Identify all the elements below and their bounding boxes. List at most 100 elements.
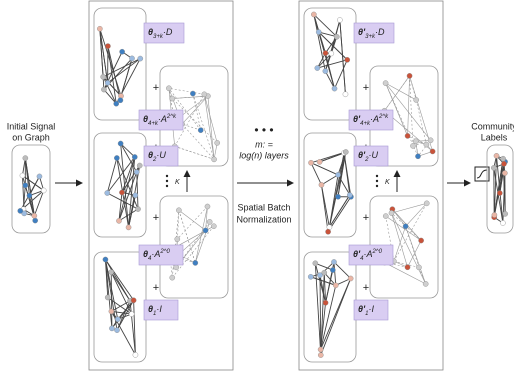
graph-node bbox=[135, 206, 140, 211]
graph-node bbox=[308, 274, 313, 279]
normalization-label: Spatial Batch bbox=[237, 202, 290, 212]
graph-node bbox=[32, 213, 37, 218]
graph-node bbox=[120, 49, 125, 54]
plus-sign: + bbox=[153, 212, 159, 224]
graph-node bbox=[334, 34, 339, 39]
graph-node bbox=[211, 157, 216, 162]
graph-node bbox=[323, 50, 328, 55]
graph-node bbox=[348, 276, 353, 281]
graph-node bbox=[18, 208, 23, 213]
graph-node bbox=[193, 260, 198, 265]
graph-edge bbox=[25, 158, 29, 195]
graph-edge bbox=[384, 76, 409, 111]
graph-node bbox=[389, 210, 394, 215]
graph-edge bbox=[182, 96, 208, 124]
superscript: 2^0 bbox=[372, 249, 383, 255]
graph-node bbox=[414, 97, 419, 102]
graph-node bbox=[405, 265, 410, 270]
layers-label: m: = bbox=[255, 139, 273, 149]
kappa: K bbox=[175, 179, 180, 186]
graph-node bbox=[330, 267, 335, 272]
graph-node bbox=[337, 17, 342, 22]
graph-edge bbox=[416, 100, 426, 145]
graph-node bbox=[319, 182, 324, 187]
graph-node bbox=[331, 259, 336, 264]
operator: ·A bbox=[151, 249, 160, 259]
graph-node bbox=[407, 73, 412, 78]
dot bbox=[166, 185, 168, 187]
graph-node bbox=[133, 193, 138, 198]
graph-edge bbox=[100, 29, 104, 90]
graph-node bbox=[311, 12, 316, 17]
graph-node bbox=[23, 156, 28, 161]
ellipsis: • • • bbox=[254, 123, 273, 137]
graph-node bbox=[405, 133, 410, 138]
graph-node bbox=[326, 229, 331, 234]
graph-node bbox=[413, 139, 418, 144]
graph-node bbox=[318, 352, 323, 357]
graph-node bbox=[116, 218, 121, 223]
graph-node bbox=[170, 275, 175, 280]
graph-node bbox=[315, 65, 320, 70]
graph-node bbox=[166, 86, 171, 91]
graph-node bbox=[424, 142, 429, 147]
graph-node bbox=[176, 208, 181, 213]
graph-node bbox=[500, 156, 505, 161]
graph-node bbox=[419, 238, 424, 243]
graph-node bbox=[129, 56, 134, 61]
operator: ·D bbox=[163, 27, 173, 37]
superscript: 2^0 bbox=[159, 249, 170, 255]
graph-edge bbox=[311, 152, 346, 163]
graph-node bbox=[500, 220, 505, 225]
superscript: 2^k bbox=[378, 114, 389, 120]
graph-node bbox=[202, 92, 207, 97]
graph-edge bbox=[175, 146, 214, 159]
graph-node bbox=[332, 86, 337, 91]
plus-sign: + bbox=[363, 282, 369, 294]
graph-edge bbox=[315, 263, 332, 270]
caption: Labels bbox=[481, 132, 508, 142]
graph-node bbox=[190, 91, 195, 96]
graph-edge bbox=[169, 88, 204, 94]
graph-node bbox=[41, 188, 46, 193]
graph-edge bbox=[204, 94, 214, 159]
graph-node bbox=[343, 149, 348, 154]
layers-label: log(n) layers bbox=[239, 150, 289, 160]
caption: Community bbox=[471, 121, 514, 131]
graph-node bbox=[137, 163, 142, 168]
graph-node bbox=[129, 311, 134, 316]
graph-node bbox=[501, 161, 506, 166]
graph-node bbox=[118, 141, 123, 146]
graph-node bbox=[101, 87, 106, 92]
dot bbox=[166, 180, 168, 182]
graph-node bbox=[23, 183, 28, 188]
graph-node bbox=[126, 225, 131, 230]
graph-node bbox=[103, 257, 108, 262]
graph-node bbox=[101, 74, 106, 79]
graph-node bbox=[383, 81, 388, 86]
caption: on Graph bbox=[12, 132, 50, 142]
graph-node bbox=[170, 96, 175, 101]
graph-node bbox=[333, 283, 338, 288]
graph-node bbox=[503, 211, 508, 216]
graph-edge bbox=[392, 203, 427, 213]
graph-node bbox=[133, 352, 138, 357]
graph-node bbox=[105, 80, 110, 85]
graph-node bbox=[105, 190, 110, 195]
graph-node bbox=[494, 153, 499, 158]
graph-node bbox=[317, 159, 322, 164]
operator: ·D bbox=[375, 27, 385, 37]
graph-edge bbox=[334, 262, 351, 279]
graph-node bbox=[114, 155, 119, 160]
graph-edge bbox=[321, 175, 338, 185]
operator: ·A bbox=[370, 114, 379, 124]
kappa: K bbox=[385, 179, 390, 186]
graph-node bbox=[316, 29, 321, 34]
graph-edge bbox=[408, 241, 422, 268]
graph-node bbox=[33, 218, 38, 223]
graph-node bbox=[335, 194, 340, 199]
graph-node bbox=[211, 224, 216, 229]
graph-node bbox=[345, 57, 350, 62]
graph-node bbox=[115, 317, 120, 322]
graph-node bbox=[329, 51, 334, 56]
